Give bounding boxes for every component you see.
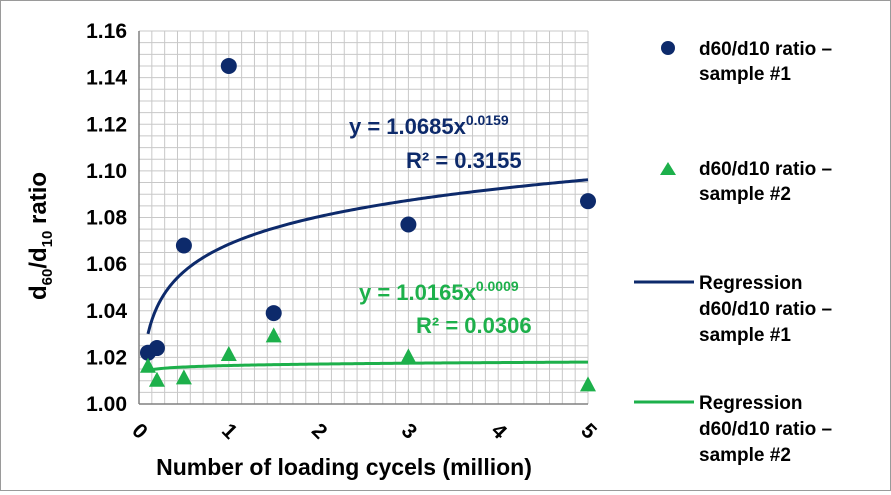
y-tick-label: 1.14 <box>86 67 127 90</box>
legend-entry-regression2: Regression d60/d10 ratio – sample #2 <box>634 393 832 466</box>
legend-entry-sample2: d60/d10 ratio – sample #2 <box>660 159 832 205</box>
y-tick-label: 1.06 <box>86 253 127 276</box>
data-point-sample2 <box>580 376 596 391</box>
y-tick-label: 1.12 <box>86 113 127 136</box>
data-point-sample2 <box>140 358 156 373</box>
legend-sample1-line2: sample #1 <box>699 64 791 85</box>
x-tick-labels: 0 1 2 3 4 5 <box>127 419 601 444</box>
equation-sample2: y = 1.0165x0.0009 <box>359 278 519 305</box>
y-tick-label: 1.10 <box>86 160 127 183</box>
x-tick-label: 5 <box>576 419 601 444</box>
legend-reg1-line3: sample #1 <box>699 325 791 346</box>
y-tick-label: 1.02 <box>86 346 127 369</box>
data-point-sample2 <box>266 327 282 342</box>
r2-sample1: R² = 0.3155 <box>406 148 522 173</box>
y-tick-label: 1.00 <box>86 393 127 416</box>
legend-reg1-line1: Regression <box>699 273 802 294</box>
data-point-sample1 <box>580 193 596 209</box>
legend-reg2-line3: sample #2 <box>699 445 791 466</box>
regression-curves <box>148 180 588 371</box>
legend-circle-marker <box>661 41 675 55</box>
x-tick-label: 1 <box>217 419 242 444</box>
legend-sample1-line1: d60/d10 ratio – <box>699 39 832 60</box>
y-tick-label: 1.16 <box>86 20 127 43</box>
y-axis-title: d60/d10 ratio <box>25 172 56 300</box>
y-tick-label: 1.04 <box>86 300 127 323</box>
r2-sample2: R² = 0.0306 <box>416 313 532 338</box>
data-point-sample1 <box>176 237 192 253</box>
data-point-sample1 <box>266 305 282 321</box>
legend-entry-sample1: d60/d10 ratio – sample #1 <box>661 39 832 85</box>
gridlines <box>139 31 588 404</box>
data-point-sample2 <box>176 369 192 384</box>
data-point-sample2 <box>400 348 416 363</box>
legend: d60/d10 ratio – sample #1 d60/d10 ratio … <box>634 39 832 466</box>
data-point-sample1 <box>221 58 237 74</box>
legend-sample2-line2: sample #2 <box>699 184 791 205</box>
legend-sample2-line1: d60/d10 ratio – <box>699 159 832 180</box>
x-tick-label: 4 <box>487 419 512 444</box>
legend-reg1-line2: d60/d10 ratio – <box>699 299 832 320</box>
legend-triangle-marker <box>660 162 676 175</box>
data-point-sample1 <box>400 216 416 232</box>
legend-reg2-line1: Regression <box>699 393 802 414</box>
x-axis-title: Number of loading cycels (million) <box>156 454 532 480</box>
data-point-sample1 <box>149 340 165 356</box>
y-tick-label: 1.08 <box>86 207 127 230</box>
data-points <box>140 58 596 391</box>
legend-entry-regression1: Regression d60/d10 ratio – sample #1 <box>634 273 832 346</box>
x-tick-label: 0 <box>127 419 152 444</box>
legend-reg2-line2: d60/d10 ratio – <box>699 419 832 440</box>
y-tick-labels: 1.00 1.02 1.04 1.06 1.08 1.10 1.12 1.14 1.16 <box>86 20 127 416</box>
x-tick-label: 3 <box>397 419 422 444</box>
x-tick-label: 2 <box>307 419 332 444</box>
data-point-sample2 <box>221 346 237 361</box>
